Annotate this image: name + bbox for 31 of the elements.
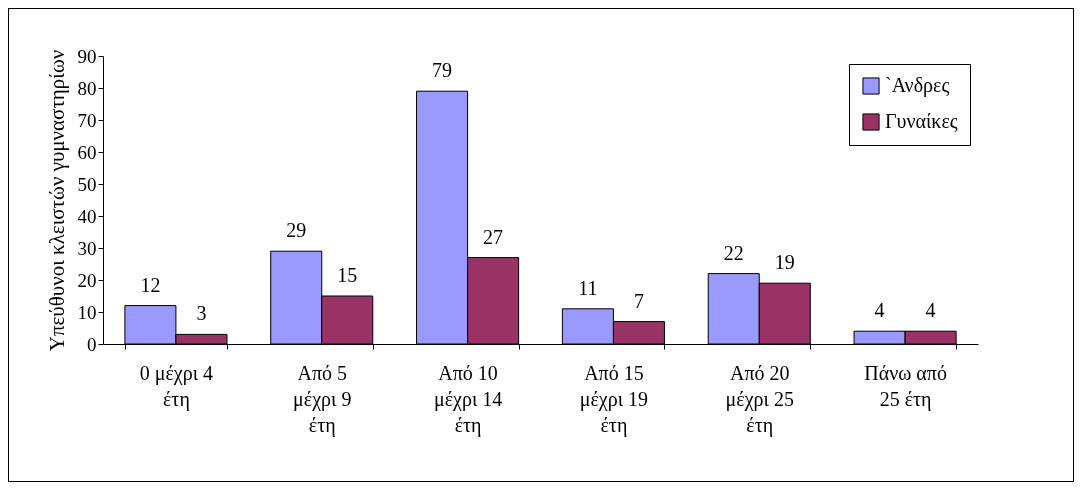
data-label: 3 — [196, 302, 207, 325]
data-label: 11 — [578, 276, 598, 299]
y-tick-label: 60 — [77, 141, 97, 163]
data-label: 22 — [723, 241, 744, 264]
x-tick-label: Από 10 μέχρι 14 έτη — [433, 361, 503, 437]
y-tick-label: 30 — [77, 237, 97, 259]
data-label: 4 — [925, 299, 936, 322]
data-label: 4 — [874, 299, 885, 322]
data-label: 19 — [774, 251, 795, 274]
y-tick-label: 40 — [77, 205, 97, 227]
legend-label: Γυναίκες — [885, 110, 958, 132]
y-tick-label: 20 — [77, 269, 97, 291]
x-tick-label: Πάνω από 25 έτη — [864, 361, 947, 411]
data-label: 12 — [140, 273, 161, 296]
data-label: 15 — [337, 264, 358, 286]
y-tick-label: 50 — [77, 173, 97, 195]
y-tick-label: 10 — [77, 301, 97, 323]
x-tick-label: Από 20 μέχρι 25 έτη — [725, 361, 794, 437]
x-tick-label: 0 μέχρι 4 έτη — [139, 361, 214, 411]
y-tick-label: 0 — [87, 333, 97, 355]
x-tick-label: Από 15 μέχρι 19 έτη — [579, 361, 649, 437]
y-tick-label: 80 — [77, 77, 97, 99]
y-tick-label: 70 — [77, 109, 97, 131]
legend-label: `Ανδρες — [885, 74, 950, 97]
y-axis-title: Υπεύθυνοι κλειστών γυμναστηρίων — [44, 49, 69, 352]
data-label: 29 — [286, 219, 307, 242]
data-label: 7 — [633, 289, 644, 312]
x-tick-label: Από 5 μέχρι 9 έτη — [293, 361, 352, 437]
data-label: 79 — [432, 59, 453, 82]
y-tick-label: 90 — [77, 45, 97, 67]
data-label: 27 — [483, 225, 504, 248]
